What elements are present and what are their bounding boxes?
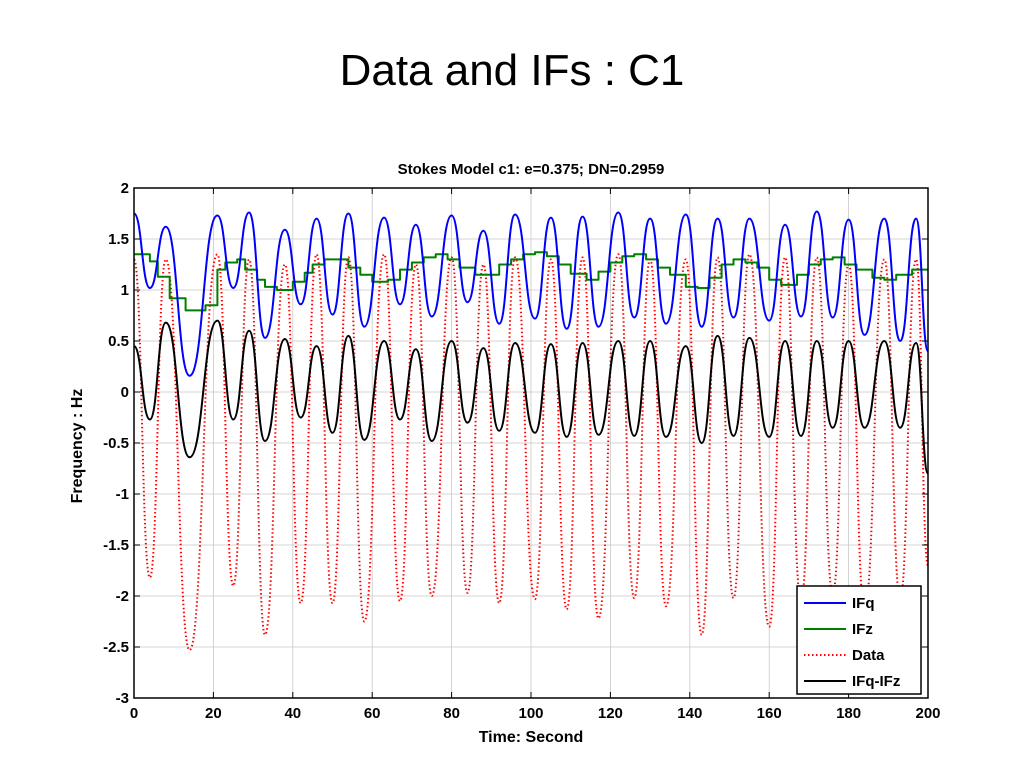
tick-labels: 0 20 40 60 80 100 120 140 160 180 200-3-2.5-2-1.5-… [103,180,940,722]
y-tick-label: -1 [116,486,129,503]
y-tick-label: 2 [121,180,129,197]
x-tick-label: 80 [443,705,460,722]
x-tick-label: 200 [915,705,940,722]
x-tick-label: 120 [598,705,623,722]
y-tick-label: -2.5 [103,639,129,656]
x-tick-label: 100 [518,705,543,722]
y-tick-label: -0.5 [103,435,129,452]
legend-label-ifz: IFz [852,621,873,638]
y-tick-label: -3 [116,690,129,707]
x-tick-label: 180 [836,705,861,722]
series-line-ifz [134,251,928,312]
x-tick-label: 140 [677,705,702,722]
x-tick-label: 160 [757,705,782,722]
x-tick-label: 40 [284,705,301,722]
x-tick-label: 60 [364,705,381,722]
y-tick-label: -2 [116,588,129,605]
legend: IFq IFz Data IFq-IFz [796,585,922,695]
y-tick-label: 1.5 [108,231,129,248]
x-axis-label: Time: Second [479,729,584,746]
y-axis-label: Frequency : Hz [69,389,86,504]
ticks [133,187,929,699]
y-tick-label: 0.5 [108,333,129,350]
x-tick-label: 20 [205,705,222,722]
y-tick-label: 0 [121,384,129,401]
legend-label-data: Data [852,647,885,664]
legend-label-ifq-ifz: IFq-IFz [852,673,900,690]
y-tick-label: -1.5 [103,537,129,554]
slide-title: Data and IFs : C1 [339,46,685,95]
series-line-data [133,253,929,652]
series-line-ifq-ifz [133,319,929,475]
legend-label-ifq: IFq [852,595,875,612]
series-layer [133,210,929,652]
x-tick-label: 0 [130,705,138,722]
chart-title: Stokes Model c1: e=0.375; DN=0.2959 [398,161,665,178]
series-line-ifq [133,210,929,377]
y-tick-label: 1 [121,282,129,299]
